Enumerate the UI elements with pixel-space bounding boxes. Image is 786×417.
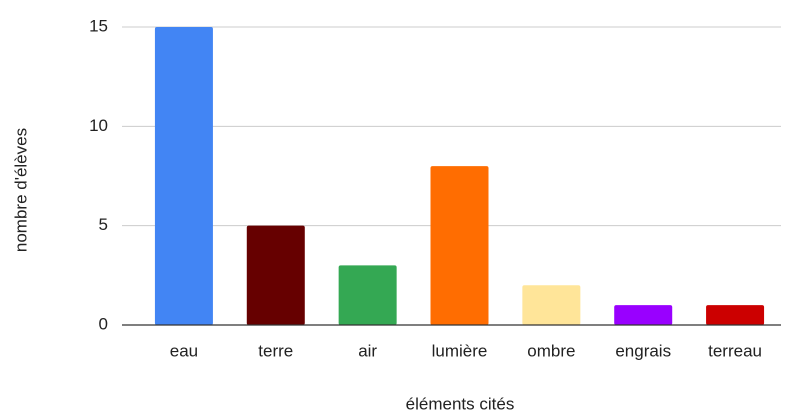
bar [430,166,489,325]
bar [338,265,397,325]
y-tick-label: 15 [89,16,108,35]
x-tick-label: lumière [432,341,488,360]
bar [246,225,305,325]
y-tick-label: 5 [99,215,108,234]
bar [614,305,673,325]
x-tick-label: engrais [615,341,671,360]
y-tick-label: 10 [89,116,108,135]
bar [522,285,581,325]
x-tick-label: terre [258,341,293,360]
bar [154,27,213,325]
x-tick-label: air [358,341,377,360]
x-tick-label: terreau [708,341,762,360]
y-axis-label: nombre d'élèves [11,128,30,252]
bar [706,305,765,325]
x-tick-label: ombre [527,341,575,360]
x-axis-label: éléments cités [406,394,515,413]
x-tick-label: eau [170,341,198,360]
y-tick-label: 0 [99,314,108,333]
